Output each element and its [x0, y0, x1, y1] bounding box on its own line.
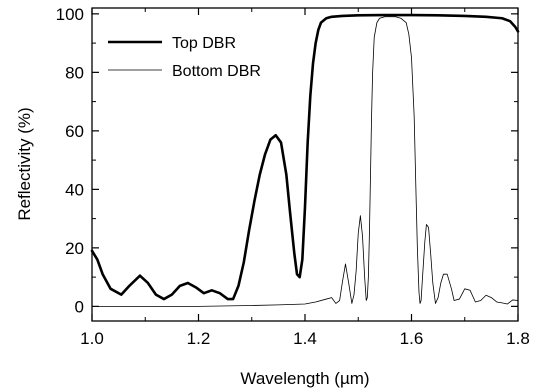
y-tick-label: 40 [65, 180, 84, 199]
legend: Top DBR Bottom DBR [108, 35, 261, 80]
legend-label-top-dbr: Top DBR [172, 35, 236, 52]
x-tick-label: 1.0 [80, 329, 104, 348]
x-axis-title: Wavelength (µm) [240, 369, 369, 388]
legend-label-bottom-dbr: Bottom DBR [172, 63, 261, 80]
y-tick-label: 20 [65, 239, 84, 258]
x-tick-label: 1.4 [293, 329, 317, 348]
series-layer [90, 13, 520, 307]
plot-frame [91, 7, 519, 322]
x-tick-label: 1.6 [400, 329, 424, 348]
x-axis-ticks: 1.0 1.2 1.4 1.6 1.8 [80, 8, 530, 348]
y-tick-label: 0 [75, 297, 84, 316]
y-axis-title: Reflectivity (%) [15, 107, 34, 220]
y-tick-label: 60 [65, 122, 84, 141]
series-line-bottom-dbr [91, 16, 519, 307]
y-axis-ticks: 0 20 40 60 80 100 [56, 5, 518, 316]
x-tick-label: 1.2 [187, 329, 211, 348]
series-line-top-dbr [90, 13, 520, 301]
y-tick-label: 80 [65, 63, 84, 82]
x-tick-label: 1.8 [506, 329, 530, 348]
y-tick-label: 100 [56, 5, 84, 24]
